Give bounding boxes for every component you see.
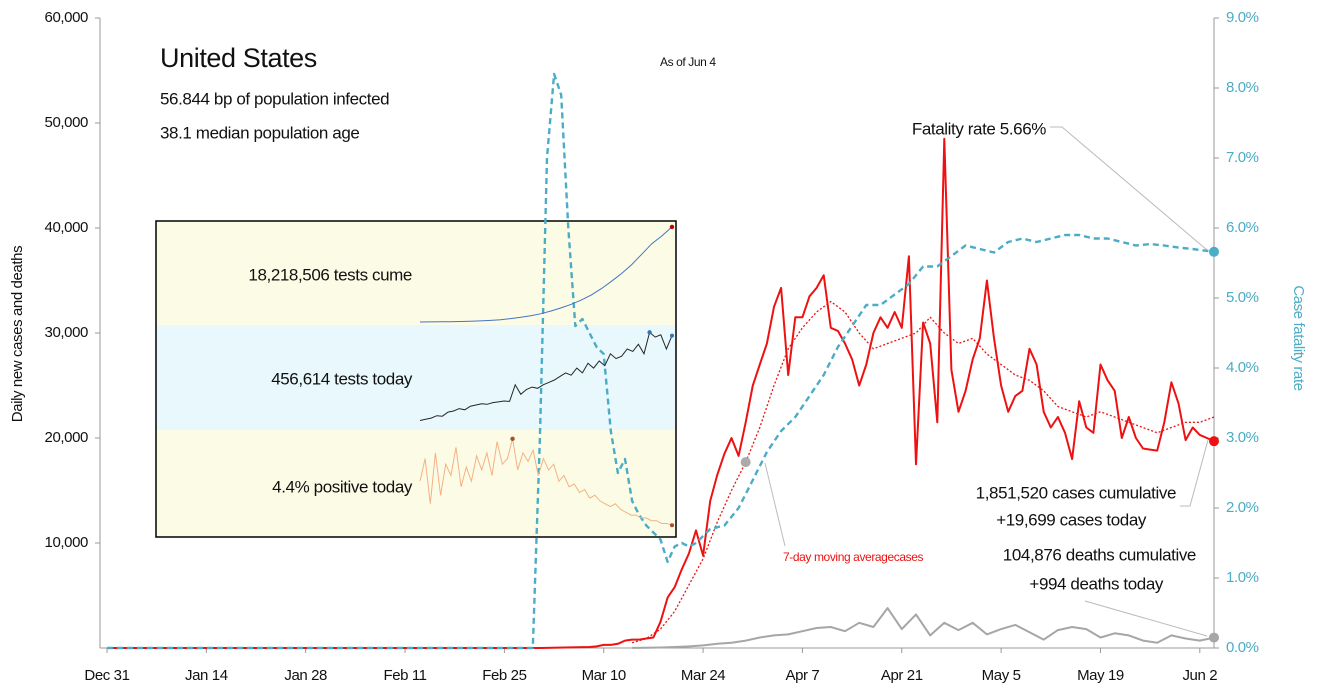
annotation: Fatality rate 5.66% <box>912 119 1046 138</box>
x-tick-label: Apr 21 <box>881 667 923 684</box>
y-tick-label: 40,000 <box>45 219 89 236</box>
sparkline-peak <box>669 224 675 230</box>
x-tick-label: May 5 <box>982 667 1021 684</box>
y-tick-label: 50,000 <box>45 114 89 131</box>
end-marker <box>1209 632 1219 643</box>
x-tick-label: Jun 2 <box>1182 667 1217 684</box>
subtitle: 38.1 median population age <box>160 123 359 142</box>
leader-line <box>1180 439 1209 507</box>
series-line <box>107 137 1215 649</box>
x-tick-label: Mar 10 <box>582 667 626 684</box>
y-tick-label: 30,000 <box>45 324 89 341</box>
inset-label: 4.4% positive today <box>272 477 413 496</box>
y2-tick-label: 2.0% <box>1226 499 1259 516</box>
series-label: 7-day moving averagecases <box>783 550 923 564</box>
date-note: As of Jun 4 <box>660 55 716 69</box>
leader-line <box>764 462 786 547</box>
annotation: +994 deaths today <box>1029 574 1163 593</box>
x-tick-label: Jan 14 <box>185 667 228 684</box>
x-tick-label: Apr 7 <box>785 667 819 684</box>
chart-title: United States <box>160 43 317 73</box>
inset-band <box>156 430 676 537</box>
y2-tick-label: 0.0% <box>1226 639 1259 656</box>
x-tick-label: May 19 <box>1077 667 1124 684</box>
inset-frame <box>155 220 677 538</box>
y2-tick-label: 1.0% <box>1226 569 1259 586</box>
callout-marker <box>740 457 751 468</box>
y2-axis-title: Case fatality rate <box>1290 285 1307 390</box>
inset-label: 456,614 tests today <box>271 369 413 388</box>
annotation: +19,699 cases today <box>996 510 1147 529</box>
series-line <box>632 607 1215 649</box>
leader-line <box>1050 126 1208 251</box>
end-marker <box>1209 246 1219 257</box>
subtitle: 56.844 bp of population infected <box>160 89 389 108</box>
sparkline-peak <box>647 330 652 335</box>
x-tick-label: Feb 25 <box>482 667 526 684</box>
inset-label: 18,218,506 tests cume <box>248 265 412 284</box>
sparkline-end <box>670 523 674 528</box>
y2-tick-label: 5.0% <box>1226 289 1259 306</box>
end-marker <box>1209 436 1219 447</box>
annotation: 1,851,520 cases cumulative <box>976 483 1176 502</box>
x-tick-label: Dec 31 <box>84 667 129 684</box>
sparkline-peak <box>510 436 515 442</box>
x-tick-label: Mar 24 <box>681 667 725 684</box>
y2-tick-label: 9.0% <box>1226 9 1259 26</box>
y-axis-title: Daily new cases and deaths <box>9 246 26 422</box>
sparkline <box>419 438 673 526</box>
x-tick-label: Jan 28 <box>284 667 327 684</box>
y2-tick-label: 3.0% <box>1226 429 1259 446</box>
y-tick-label: 20,000 <box>45 429 89 446</box>
y2-tick-label: 8.0% <box>1226 79 1259 96</box>
series-line <box>631 300 1215 644</box>
sparkline-end <box>670 333 674 338</box>
sparkline <box>419 331 673 421</box>
y2-tick-label: 7.0% <box>1226 149 1259 166</box>
y2-tick-label: 6.0% <box>1226 219 1259 236</box>
inset-band <box>156 325 676 430</box>
series-line <box>107 72 1215 650</box>
y-tick-label: 60,000 <box>45 9 89 26</box>
inset-band <box>156 221 676 325</box>
y-tick-label: 10,000 <box>45 534 89 551</box>
y2-tick-label: 4.0% <box>1226 359 1259 376</box>
leader-line <box>1084 600 1208 637</box>
sparkline <box>419 226 673 323</box>
annotation: 104,876 deaths cumulative <box>1003 545 1196 564</box>
x-tick-label: Feb 11 <box>383 667 426 684</box>
